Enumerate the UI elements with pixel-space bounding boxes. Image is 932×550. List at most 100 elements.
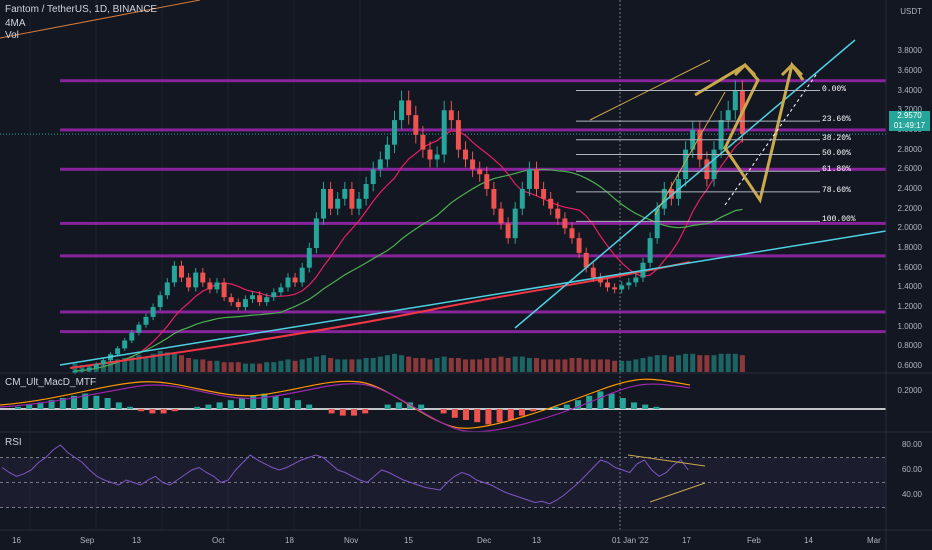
candle-body [583,252,589,268]
volume-bar [668,356,674,372]
price-tick: 3.4000 [897,85,922,95]
candle-body [612,287,618,290]
macd-hist-bar [15,406,21,409]
volume-bar [349,359,355,372]
macd-hist-bar [653,406,660,409]
volume-bar [676,355,681,372]
candle-body [463,149,468,160]
level-band [60,79,886,83]
macd-hist-bar [71,395,77,409]
price-tick: 3.2000 [897,105,922,115]
candle-body [164,282,170,296]
price-tick: 0.6000 [897,361,922,371]
macd-hist-bar [631,402,637,409]
volume-bar [576,358,582,372]
candle-body [654,208,660,239]
macd-hist-bar [440,409,447,414]
candle-body [633,277,639,283]
candle-body [605,282,610,288]
volume-bar [470,359,476,372]
fib-label: 61.80% [822,165,851,175]
price-tick: 2.0000 [897,223,922,233]
candle-body [115,348,121,355]
macd-hist-bar [283,398,290,409]
wedge-lower [654,91,726,216]
time-tick: Nov [344,536,359,545]
candle-body [342,188,348,199]
candle-body [683,149,689,180]
volume-bar [505,358,511,372]
candle-body [555,208,561,219]
macd-hist-bar [205,404,212,409]
candle-body [93,364,99,369]
macd-hist-bar [194,406,201,409]
time-tick: Mar [867,536,881,545]
current-price: 2.9570 [897,111,922,120]
volume-bar [739,355,745,372]
macd-hist-bar [227,400,234,409]
time-tick: Dec [477,536,492,545]
macd-hist-bar [93,395,100,409]
volume-bar [271,362,277,372]
rsi-tick: 60.00 [901,465,922,474]
volume-bar [661,355,667,372]
price-tick: 1.4000 [897,282,922,292]
volume-bar [619,360,625,372]
volume-bar [186,358,192,372]
candle-body [470,159,476,170]
macd-hist-bar [619,398,626,409]
rsi-divergence-top [627,454,706,467]
volume-bar [455,358,461,372]
volume-bar [683,353,689,372]
candle-body [590,267,596,278]
candle-body [321,188,326,219]
macd-hist-bar [351,409,357,416]
volume-bar [498,356,504,372]
candle-body [732,90,738,111]
candle-body [725,110,731,121]
volume-bar [328,358,334,372]
volume-bar [108,360,113,372]
volume-bar [448,358,454,372]
volume-bar [221,362,227,372]
wedge-upper [589,59,711,121]
arrow-head-2 [780,62,804,77]
volume-bar [597,359,603,372]
candle-body [427,149,433,160]
candle-body [477,169,483,175]
candle-body [548,198,554,209]
volume-bar [647,356,653,372]
macd-hist-bar [250,395,257,409]
volume-legend: Vol [5,30,19,41]
candle-body [299,267,305,283]
macd-hist-bar [127,406,133,409]
macd-hist-bar [339,409,346,416]
fib-label: 0.00% [822,84,847,94]
volume-bar [285,359,291,372]
price-tick: 0.8000 [897,341,922,351]
candle-body [597,277,603,283]
macd-legend: CM_Ult_MacD_MTF [5,377,97,388]
macd-hist-bar [384,404,391,409]
volume-bar [725,353,731,372]
volume-bar [399,355,405,372]
candle-body [100,360,106,365]
candle-body [626,282,632,286]
moving-averages [69,130,743,372]
candlesticks [72,80,745,375]
candle-body [356,198,362,209]
volume-bar [690,353,696,372]
candle-body [505,223,511,239]
candle-body [569,228,575,239]
volume-bar [164,352,170,372]
price-tick: 2.6000 [897,164,922,174]
time-tick: 16 [12,536,21,545]
volume-bar [171,353,177,372]
volume-bar [129,356,135,372]
time-tick: 01 Jan '22 [612,536,649,545]
volume-bar [342,359,348,372]
candle-body [313,218,319,248]
macd-hist-bar [563,404,570,409]
price-tick: 1.8000 [897,243,922,252]
